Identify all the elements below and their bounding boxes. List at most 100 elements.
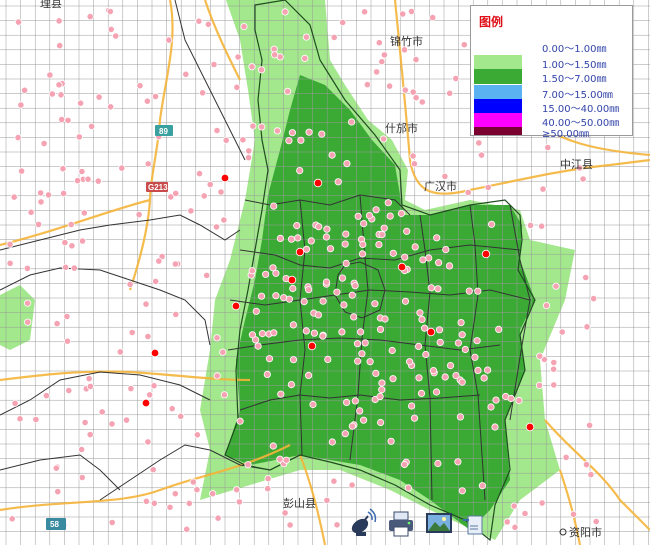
station-point — [341, 430, 349, 438]
station-point — [452, 74, 460, 83]
station-point — [150, 499, 158, 507]
place-label-lixian[interactable]: 理县 — [40, 0, 62, 10]
map-export-icon[interactable] — [460, 508, 490, 540]
station-point — [14, 134, 22, 142]
station-point — [558, 328, 566, 336]
station-point — [550, 358, 558, 367]
image-export-icon[interactable] — [424, 508, 454, 540]
station-point — [85, 374, 93, 383]
station-point — [544, 143, 552, 152]
printer-icon[interactable] — [386, 508, 416, 540]
station-point — [333, 288, 341, 296]
station-point — [418, 98, 426, 106]
place-label-guanghan[interactable]: 广汉市 — [424, 179, 457, 193]
station-point — [265, 355, 274, 363]
station-point — [233, 486, 241, 494]
station-point — [271, 51, 279, 59]
station-point — [17, 101, 25, 109]
station-point — [78, 237, 87, 245]
station-point — [258, 123, 266, 131]
station-point — [166, 503, 174, 511]
station-point — [456, 413, 464, 421]
station-point — [78, 473, 86, 482]
station-point — [405, 358, 414, 366]
station-point — [441, 373, 449, 381]
legend-swatch — [474, 55, 522, 70]
station-point — [473, 337, 481, 345]
place-label-zhongjiang[interactable]: 中江县 — [560, 158, 593, 171]
place-label-mianzhu[interactable]: 锦竹市 — [390, 34, 423, 48]
legend-swatch — [474, 127, 522, 135]
station-point — [442, 246, 450, 254]
station-point — [460, 41, 468, 49]
station-point — [422, 350, 430, 359]
station-point — [458, 378, 466, 386]
station-point — [23, 264, 31, 272]
station-point — [304, 371, 313, 379]
station-point — [400, 460, 409, 469]
station-point — [135, 211, 143, 219]
station-point — [240, 22, 248, 31]
station-point — [136, 82, 144, 90]
station-point — [189, 478, 197, 486]
station-point — [65, 386, 73, 395]
station-point — [363, 81, 371, 89]
station-point — [354, 357, 362, 365]
zone-1-00-1-50-west — [0, 285, 35, 350]
station-point — [347, 118, 356, 126]
station-point — [286, 521, 294, 529]
station-point — [86, 382, 95, 390]
legend-item: 1.50～7.00㎜ — [474, 69, 630, 85]
station-point — [342, 398, 351, 406]
city-marker-ziyang — [559, 528, 567, 536]
station-point — [273, 127, 281, 135]
station-point — [14, 18, 23, 26]
place-label-pengshan[interactable]: 彭山县 — [283, 496, 316, 510]
station-point — [411, 243, 419, 251]
station-point — [474, 366, 482, 374]
station-point — [361, 339, 369, 347]
station-point — [381, 315, 389, 323]
station-point — [269, 264, 277, 272]
station-point — [48, 90, 56, 98]
station-point — [217, 188, 225, 196]
station-point — [112, 32, 120, 40]
station-point — [74, 177, 82, 185]
station-point — [81, 418, 89, 427]
alert-station-point — [307, 341, 317, 351]
station-point — [458, 487, 466, 495]
station-point — [244, 461, 252, 469]
station-point — [309, 400, 317, 409]
station-point — [98, 408, 106, 416]
place-label-ziyang[interactable]: 资阳市 — [569, 525, 602, 539]
legend-swatch — [474, 99, 522, 114]
station-point — [248, 331, 256, 339]
station-point — [34, 220, 43, 228]
station-point — [322, 278, 331, 286]
station-point — [419, 256, 427, 264]
station-point — [575, 164, 584, 172]
station-point — [409, 88, 417, 96]
station-point — [296, 167, 304, 175]
station-point — [535, 381, 544, 389]
station-point — [183, 525, 191, 533]
station-point — [418, 315, 426, 323]
station-point — [314, 311, 322, 319]
satellite-dish-icon[interactable] — [348, 508, 378, 540]
station-point — [63, 312, 71, 321]
legend-label: ≥50.00㎜ — [542, 129, 590, 140]
station-point — [326, 245, 335, 253]
station-point — [351, 282, 359, 290]
station-point — [475, 139, 483, 147]
station-point — [94, 177, 102, 185]
station-point — [389, 249, 397, 257]
place-label-shifang[interactable]: 什邡市 — [385, 121, 418, 135]
station-point — [301, 54, 309, 63]
station-point — [375, 241, 383, 249]
station-point — [203, 271, 211, 279]
station-point — [341, 240, 349, 248]
station-point — [552, 282, 560, 290]
station-point — [302, 33, 310, 41]
station-point — [427, 284, 435, 292]
